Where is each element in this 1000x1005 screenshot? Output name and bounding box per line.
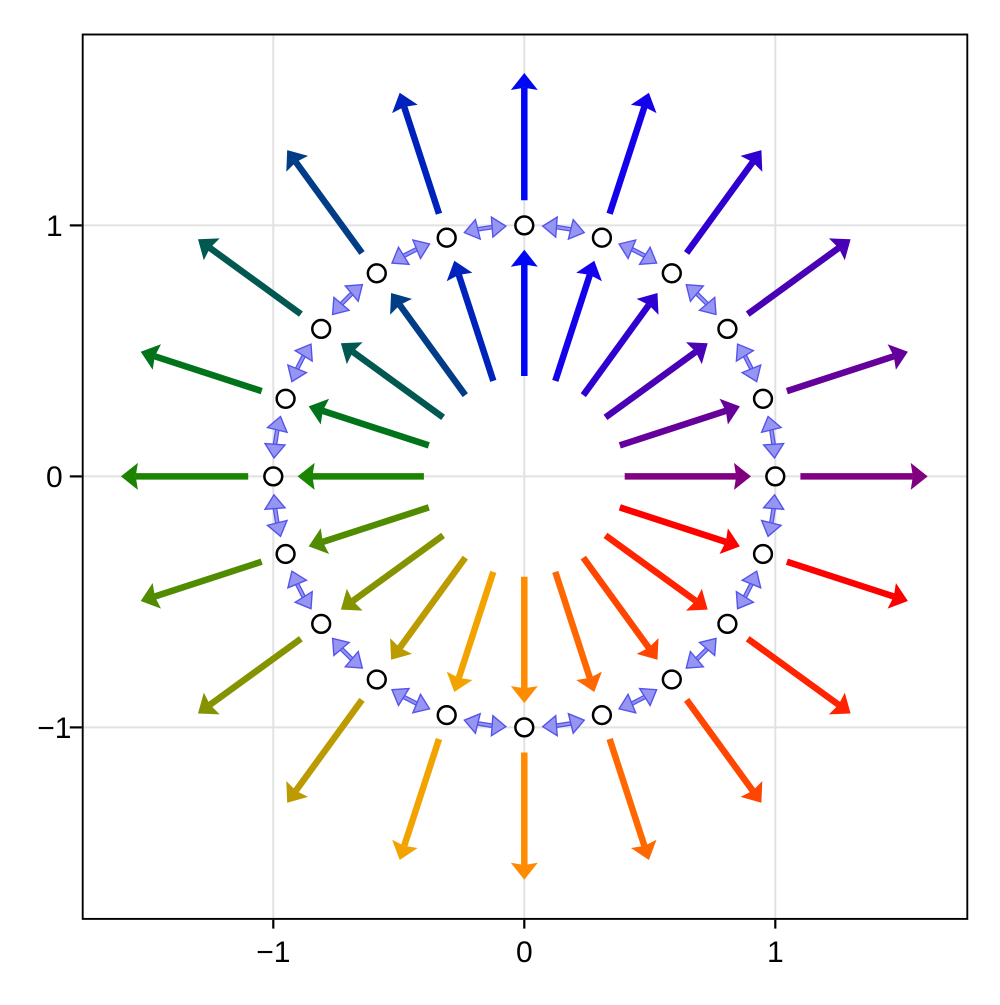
svg-text:−1: −1 (256, 936, 290, 969)
svg-text:−1: −1 (37, 712, 71, 745)
svg-text:1: 1 (46, 210, 63, 243)
svg-text:1: 1 (767, 936, 784, 969)
svg-text:0: 0 (46, 461, 63, 494)
svg-text:0: 0 (516, 936, 533, 969)
